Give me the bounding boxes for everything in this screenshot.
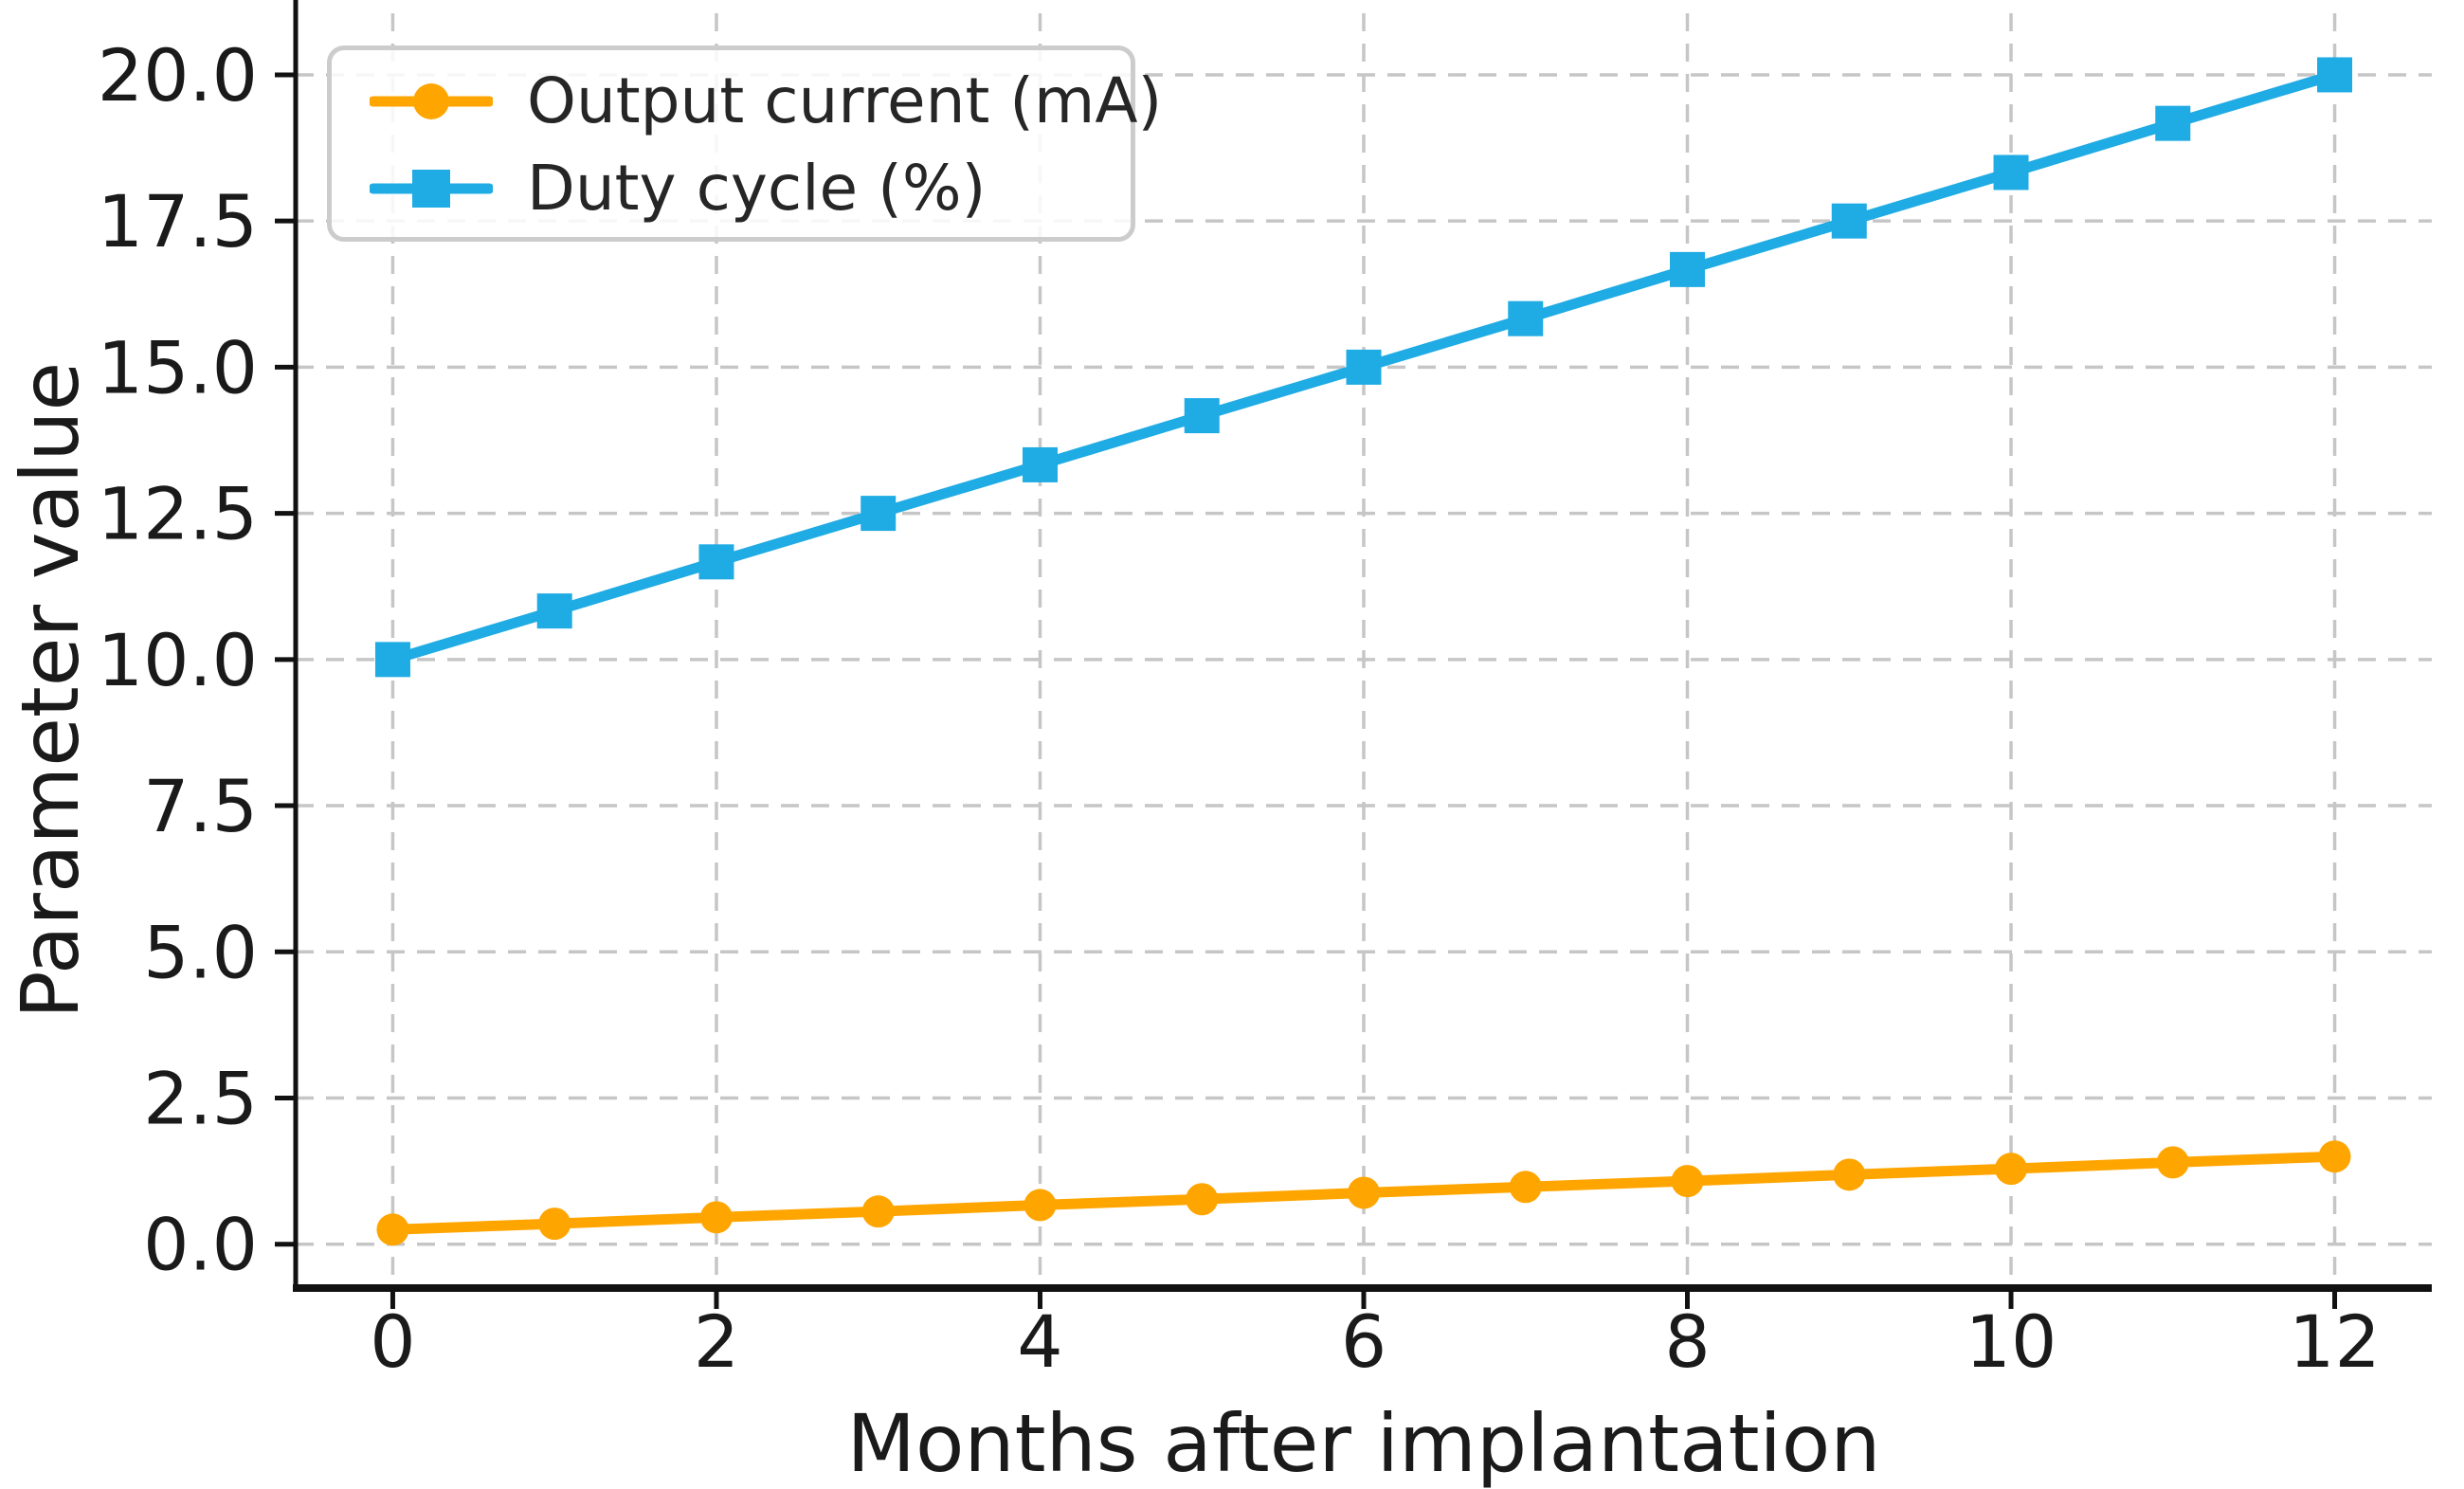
- x-tick-label: 6: [1341, 1299, 1386, 1384]
- legend-item: Duty cycle (%): [370, 145, 1131, 232]
- data-point-marker: [1184, 398, 1220, 434]
- y-tick-label: 5.0: [143, 910, 258, 994]
- data-point-marker: [1671, 1165, 1704, 1198]
- data-point-marker: [536, 593, 572, 629]
- data-point-marker: [2318, 1140, 2351, 1173]
- y-tick-label: 15.0: [98, 325, 258, 409]
- data-point-marker: [2155, 105, 2191, 141]
- y-tick-label: 7.5: [143, 764, 258, 848]
- data-point-marker: [1670, 251, 1706, 287]
- data-point-marker: [1831, 203, 1867, 239]
- data-point-marker: [1346, 349, 1382, 385]
- data-point-marker: [1995, 1153, 2028, 1186]
- data-point-marker: [1022, 446, 1058, 482]
- y-axis-title: Parameter value: [4, 362, 97, 1019]
- data-point-marker: [1993, 154, 2029, 191]
- data-point-marker: [861, 1195, 895, 1228]
- x-tick-label: 2: [694, 1299, 739, 1384]
- data-point-marker: [2156, 1146, 2189, 1179]
- data-point-marker: [861, 496, 897, 532]
- data-point-marker: [1509, 1171, 1542, 1204]
- x-tick-label: 0: [370, 1299, 415, 1384]
- data-point-marker: [538, 1208, 571, 1241]
- axis-layer: 0 2 4 6 8 10 12 0.0 2.5 5.0 7.5 10.0 12.5 15.0 17.5 20.…: [98, 0, 2432, 1384]
- x-tick-label: 4: [1017, 1299, 1062, 1384]
- legend-marker-sample: [412, 170, 450, 208]
- legend: Output current (mA) Duty cycle (%): [327, 45, 1162, 242]
- data-point-marker: [1024, 1189, 1057, 1222]
- data-point-marker: [1186, 1183, 1219, 1216]
- data-point-marker: [1508, 300, 1544, 336]
- data-point-marker: [699, 1201, 733, 1234]
- data-point-marker: [1833, 1158, 1866, 1191]
- data-point-marker: [2317, 57, 2353, 93]
- circle-marker-icon: [370, 83, 493, 119]
- x-tick-label: 10: [1966, 1299, 2057, 1384]
- square-marker-icon: [370, 170, 493, 208]
- y-tick-label: 2.5: [143, 1057, 258, 1141]
- y-tick-label: 12.5: [98, 472, 258, 556]
- legend-label: Output current (mA): [527, 64, 1163, 137]
- data-point-marker: [698, 544, 734, 580]
- x-tick-label: 8: [1664, 1299, 1710, 1384]
- data-point-marker: [376, 1213, 409, 1246]
- x-tick-label: 12: [2289, 1299, 2381, 1384]
- y-tick-label: 17.5: [98, 179, 258, 263]
- legend-item: Output current (mA): [370, 58, 1162, 145]
- y-tick-label: 10.0: [98, 618, 258, 702]
- x-axis-title: Months after implantation: [846, 1397, 1880, 1489]
- legend-marker-sample: [413, 83, 449, 119]
- data-point-marker: [1348, 1176, 1380, 1209]
- legend-label: Duty cycle (%): [527, 152, 987, 225]
- y-tick-label: 0.0: [143, 1203, 258, 1287]
- data-point-marker: [374, 642, 410, 678]
- y-tick-label: 20.0: [98, 33, 258, 118]
- series-layer: [374, 57, 2353, 1246]
